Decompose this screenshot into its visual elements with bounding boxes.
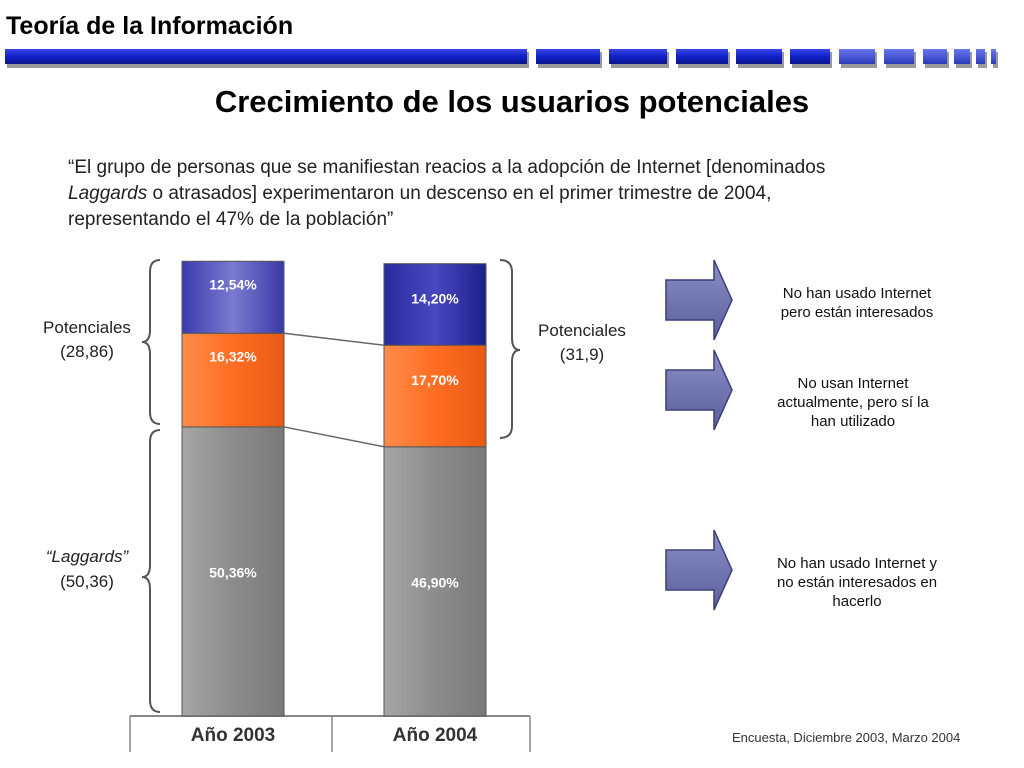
bracket-label-potenciales-2003: Potenciales <box>43 318 131 337</box>
legend-text-3-line-2: no están interesados en <box>776 574 938 591</box>
legend-text-1-line-2: pero están interesados <box>780 304 934 321</box>
bracket-label-laggards-2003: “Laggards” <box>46 547 130 566</box>
legend-text-1: No han usado Internet pero están interes… <box>752 284 962 322</box>
category-label-1: Año 2003 <box>191 725 275 746</box>
legend-text-3-line-1: No han usado Internet y <box>776 555 938 572</box>
legend-text-2-line-1: No usan Internet <box>797 375 909 392</box>
quote-line-1: “El grupo de personas que se manifiestan… <box>68 157 826 178</box>
connector-lines <box>283 332 385 448</box>
bracket-laggards-2003 <box>141 429 161 713</box>
legend-text-2: No usan Internet actualmente, pero sí la… <box>748 374 958 431</box>
bar-segment-laggards-2 <box>383 446 487 717</box>
bar-segment-laggards-1 <box>181 426 285 717</box>
slide-title: Crecimiento de los usuarios potenciales <box>214 84 810 119</box>
bar-segment-usaron-1 <box>181 332 285 428</box>
bracket-value-potenciales-2003: (28,86) <box>60 342 114 361</box>
bracket-potenciales-2004 <box>499 259 521 439</box>
connector-line-2 <box>283 332 385 346</box>
bar-value-label-interesados-1: 12,54% <box>209 276 257 292</box>
quote-text: “El grupo de personas que se manifiestan… <box>68 155 968 233</box>
bracket-potenciales-2003 <box>141 259 161 425</box>
bracket-value-laggards-2003: (50,36) <box>60 572 114 591</box>
quote-line-2-rest: o atrasados] experimentaron un descenso … <box>147 183 772 204</box>
quote-line-3: representando el 47% de la población” <box>68 209 394 230</box>
bar-segment-interesados-2 <box>383 263 487 346</box>
category-labels: Año 2003 Año 2004 <box>191 725 478 746</box>
bar-value-label-usaron-2: 17,70% <box>411 372 459 388</box>
quote-laggards-italic: Laggards <box>68 183 148 204</box>
bar-value-label-laggards-2: 46,90% <box>411 574 459 590</box>
bar-value-labels: 50,36% 16,32% 12,54% 46,90% 17,70% 14,20% <box>209 276 459 590</box>
bar-value-label-usaron-1: 16,32% <box>209 348 257 364</box>
legend-text-3-line-3: hacerlo <box>832 593 882 610</box>
category-label-2: Año 2004 <box>393 725 478 746</box>
legend-text-1-line-1: No han usado Internet <box>782 285 932 302</box>
bar-value-label-laggards-1: 50,36% <box>209 564 257 580</box>
quote-line-2: Laggards o atrasados] experimentaron un … <box>68 181 968 207</box>
bar-segment-usaron-2 <box>383 344 487 448</box>
legend-text-3: No han usado Internet y no están interes… <box>752 554 962 611</box>
legend-arrow-1 <box>665 259 733 341</box>
legend-text-2-line-2: actualmente, pero sí la <box>777 394 929 411</box>
legend-text-2-line-3: han utilizado <box>810 413 896 430</box>
decorative-header-bar <box>5 49 998 68</box>
source-note: Encuesta, Diciembre 2003, Marzo 2004 <box>732 730 961 745</box>
bar-value-label-interesados-2: 14,20% <box>411 291 459 307</box>
legend-arrow-3 <box>665 529 733 611</box>
connector-line-1 <box>283 426 385 448</box>
bars-group <box>181 260 487 717</box>
legend-arrow-2 <box>665 349 733 431</box>
header-title: Teoría de la Información <box>6 12 294 40</box>
bracket-value-potenciales-2004: (31,9) <box>560 345 604 364</box>
bracket-label-potenciales-2004: Potenciales <box>538 321 626 340</box>
bar-segment-interesados-1 <box>181 260 285 334</box>
